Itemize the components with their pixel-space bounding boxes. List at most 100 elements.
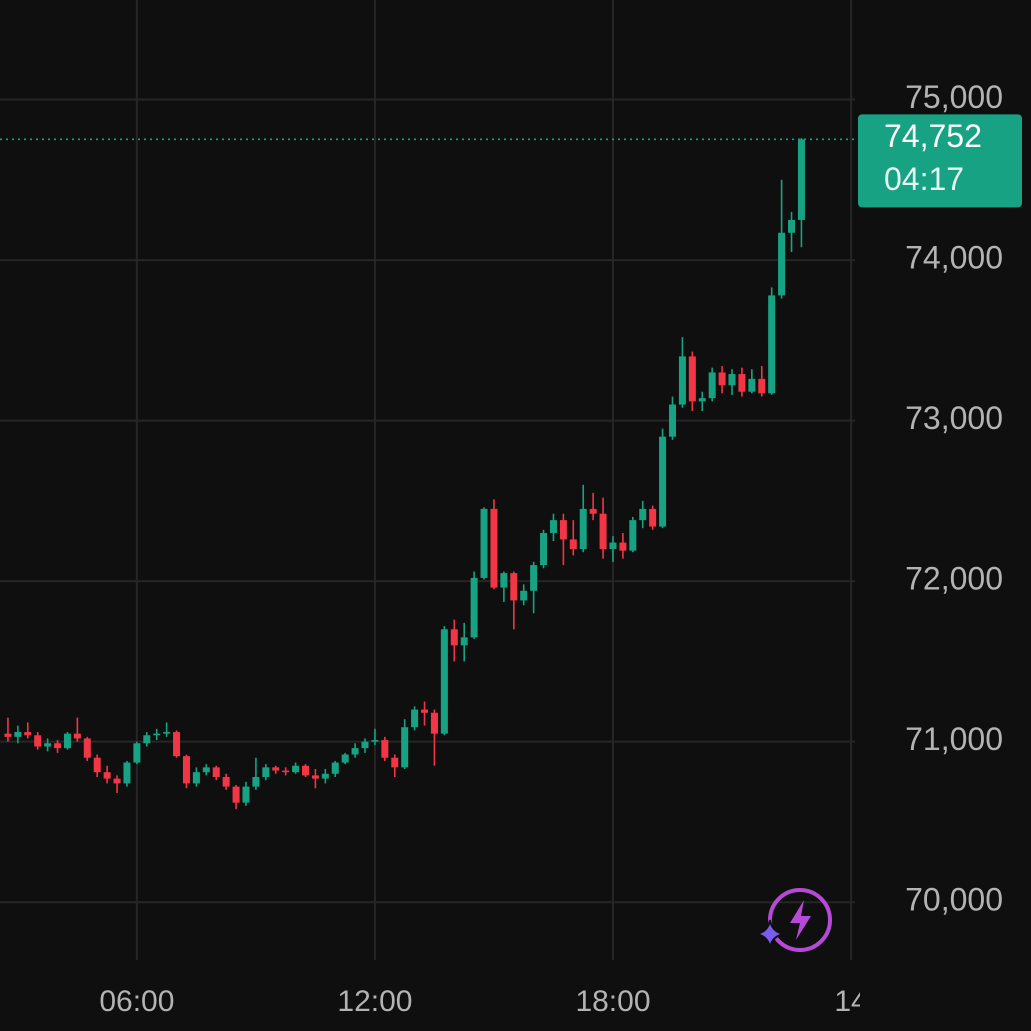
candle-body bbox=[351, 748, 359, 755]
candle-body bbox=[113, 778, 121, 784]
y-tick-label: 73,000 bbox=[905, 400, 1003, 436]
candle-body bbox=[242, 786, 250, 803]
candle-body bbox=[14, 732, 22, 737]
candle-body bbox=[659, 436, 667, 527]
candle-body bbox=[331, 762, 339, 774]
candle-body bbox=[609, 542, 617, 550]
candle-body bbox=[678, 356, 686, 405]
candle-body bbox=[748, 378, 756, 392]
candle-body bbox=[599, 513, 607, 550]
candle-body bbox=[73, 733, 81, 739]
candle-body bbox=[153, 733, 161, 736]
x-tick-label: 18:00 bbox=[575, 985, 650, 1018]
candle-body bbox=[63, 733, 71, 749]
candles bbox=[4, 138, 805, 810]
candle-body bbox=[569, 539, 577, 550]
y-tick-label: 74,000 bbox=[905, 240, 1003, 276]
candle-body bbox=[728, 374, 736, 386]
assistant-icon[interactable] bbox=[755, 888, 832, 952]
candle-body bbox=[649, 508, 657, 527]
candle-body bbox=[232, 786, 240, 803]
candle-body bbox=[34, 735, 42, 747]
candle-body bbox=[301, 765, 309, 776]
countdown-label: 04:17 bbox=[884, 161, 964, 197]
candle-body bbox=[202, 767, 210, 773]
candle-body bbox=[143, 735, 151, 744]
candle-body bbox=[411, 709, 419, 728]
x-tick-label: 06:00 bbox=[99, 985, 174, 1018]
candle-body bbox=[421, 709, 429, 713]
candle-body bbox=[173, 732, 181, 757]
candle-body bbox=[182, 756, 190, 784]
candle-body bbox=[768, 295, 776, 394]
candle-body bbox=[83, 738, 91, 758]
candle-body bbox=[549, 520, 557, 533]
candle-body bbox=[440, 629, 448, 734]
candle-body bbox=[252, 776, 260, 787]
candle-body bbox=[262, 767, 270, 777]
candle-body bbox=[520, 590, 528, 601]
candle-body bbox=[282, 770, 290, 773]
price-badge: 74,752 04:17 bbox=[858, 114, 1022, 208]
candle-body bbox=[44, 743, 52, 747]
candle-body bbox=[758, 378, 766, 394]
candle-body bbox=[639, 508, 647, 521]
candle-body bbox=[530, 565, 538, 591]
candle-body bbox=[589, 508, 597, 514]
candle-body bbox=[401, 727, 409, 768]
candle-body bbox=[668, 404, 676, 437]
x-tick-label: 12:00 bbox=[337, 985, 412, 1018]
candle-body bbox=[579, 508, 587, 550]
candle-body bbox=[460, 637, 468, 646]
candle-body bbox=[292, 765, 300, 773]
y-tick-label: 70,000 bbox=[905, 882, 1003, 918]
candle-body bbox=[559, 520, 567, 540]
y-tick-label: 71,000 bbox=[905, 721, 1003, 757]
grid bbox=[0, 0, 855, 960]
candle-body bbox=[510, 573, 518, 601]
candle-body bbox=[93, 757, 101, 773]
candle-body bbox=[619, 542, 627, 551]
candle-body bbox=[123, 762, 131, 784]
candle-body bbox=[371, 740, 379, 742]
candle-body bbox=[222, 776, 230, 787]
candle-body bbox=[500, 573, 508, 588]
icon-sparkle bbox=[755, 919, 785, 949]
candle-body bbox=[192, 772, 200, 784]
candle-body bbox=[24, 732, 32, 736]
candle-body bbox=[311, 775, 319, 779]
candle-body bbox=[480, 508, 488, 578]
candle-body bbox=[341, 754, 349, 763]
candle-body bbox=[272, 767, 280, 771]
x-axis-labels: 06:00 12:00 18:00 14 bbox=[99, 985, 867, 1018]
candle-body bbox=[797, 139, 805, 220]
candle-body bbox=[391, 757, 399, 768]
candle-body bbox=[103, 772, 111, 779]
candle-body bbox=[718, 372, 726, 386]
candle-body bbox=[778, 232, 786, 296]
candle-body bbox=[321, 773, 329, 779]
axes: 70,000 71,000 72,000 73,000 74,000 75,000 bbox=[0, 79, 1003, 918]
icon-bolt bbox=[790, 900, 811, 940]
candle-body bbox=[163, 732, 171, 734]
candle-body bbox=[212, 767, 220, 777]
candle-body bbox=[381, 740, 389, 758]
candle-body bbox=[133, 743, 141, 763]
candle-body bbox=[708, 372, 716, 399]
candle-body bbox=[361, 741, 369, 749]
candle-body bbox=[688, 356, 696, 402]
candle-body bbox=[698, 398, 706, 402]
candle-body bbox=[788, 219, 796, 233]
candle-body bbox=[430, 712, 438, 734]
candle-body bbox=[54, 743, 62, 749]
candle-body bbox=[738, 374, 746, 392]
candle-body bbox=[490, 508, 498, 588]
candle-body bbox=[450, 629, 458, 646]
x-tick-label: 14 bbox=[834, 985, 867, 1018]
last-price-label: 74,752 bbox=[884, 118, 982, 154]
candle-body bbox=[629, 520, 637, 551]
candle-body bbox=[540, 532, 548, 566]
y-tick-label: 75,000 bbox=[905, 79, 1003, 115]
y-tick-label: 72,000 bbox=[905, 561, 1003, 597]
